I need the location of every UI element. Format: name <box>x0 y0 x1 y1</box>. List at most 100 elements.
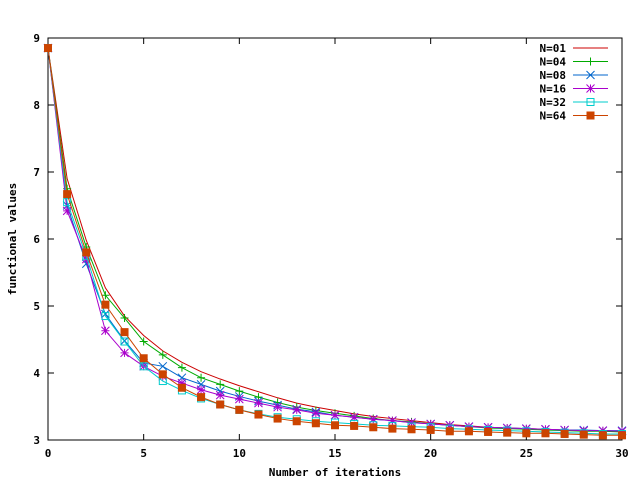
data-point <box>521 424 531 433</box>
data-point <box>120 328 129 337</box>
data-point <box>503 428 512 437</box>
data-point <box>368 414 378 424</box>
y-tick-label: 6 <box>33 233 40 246</box>
data-point <box>216 400 225 409</box>
legend-label: N=08 <box>540 69 567 82</box>
data-point <box>311 408 321 418</box>
legend-item: N=01 <box>540 42 608 55</box>
data-point <box>215 386 225 396</box>
data-point <box>158 361 168 371</box>
x-tick-label: 20 <box>424 447 437 460</box>
series-line <box>47 47 623 432</box>
data-point <box>369 423 378 432</box>
data-point <box>158 350 167 359</box>
data-point <box>101 309 110 319</box>
data-point <box>177 378 187 388</box>
series-line <box>47 47 622 432</box>
series-n-32 <box>44 44 626 438</box>
data-point <box>62 206 72 216</box>
y-tick-label: 3 <box>33 434 40 447</box>
data-point <box>445 427 454 436</box>
legend-item: N=08 <box>540 69 608 82</box>
data-point <box>215 390 225 400</box>
data-point <box>273 414 282 423</box>
x-tick-label: 10 <box>233 447 246 460</box>
data-point <box>484 427 493 436</box>
legend-label: N=01 <box>540 42 567 55</box>
data-point <box>598 431 607 440</box>
data-point <box>101 300 110 309</box>
legend-label: N=32 <box>540 96 567 109</box>
data-point <box>618 431 626 440</box>
data-point <box>331 421 339 430</box>
data-point <box>464 422 474 431</box>
x-tick-label: 0 <box>45 447 52 460</box>
data-point <box>197 373 206 382</box>
y-tick-label: 4 <box>33 367 40 380</box>
data-point <box>560 425 569 435</box>
x-tick-label: 15 <box>328 447 341 460</box>
data-point <box>617 426 627 436</box>
data-point <box>101 326 110 336</box>
y-tick-label: 5 <box>33 300 40 313</box>
legend-marker <box>586 84 595 93</box>
data-point <box>139 354 148 363</box>
data-point <box>254 398 263 408</box>
data-point <box>101 312 110 321</box>
legend-marker <box>586 98 595 106</box>
data-point <box>292 417 301 426</box>
data-point <box>388 424 397 433</box>
data-point <box>560 429 569 438</box>
legend-label: N=16 <box>540 83 567 96</box>
legend-item: N=32 <box>540 96 608 109</box>
data-point <box>579 426 589 435</box>
x-tick-label: 5 <box>140 447 147 460</box>
data-point <box>350 421 359 430</box>
data-point <box>216 380 225 389</box>
data-point <box>139 337 148 346</box>
series-line <box>47 47 622 435</box>
data-point <box>541 424 550 434</box>
data-point <box>120 348 129 358</box>
x-axis-label: Number of iterations <box>269 466 401 479</box>
series-line <box>47 47 622 436</box>
y-axis-label: functional values <box>6 183 19 296</box>
data-point <box>407 418 416 427</box>
data-point <box>197 393 206 402</box>
x-tick-label: 30 <box>615 447 628 460</box>
data-point <box>158 370 167 379</box>
legend-marker <box>586 70 595 80</box>
legend-item: N=04 <box>540 56 608 69</box>
data-point <box>196 385 206 395</box>
data-point <box>177 383 186 392</box>
legend-label: N=04 <box>540 56 567 69</box>
y-tick-label: 7 <box>33 166 40 179</box>
data-point <box>464 427 473 436</box>
data-point <box>63 190 72 199</box>
data-point <box>349 412 359 422</box>
data-point <box>273 402 282 412</box>
legend: N=01N=04N=08N=16N=32N=64 <box>540 42 608 123</box>
data-point <box>63 198 72 207</box>
data-point <box>292 405 302 415</box>
data-point <box>426 425 435 434</box>
data-point <box>330 410 340 420</box>
data-point <box>235 405 244 414</box>
legend-label: N=64 <box>540 110 567 123</box>
data-point <box>120 314 129 323</box>
data-point <box>483 422 493 432</box>
legend-marker <box>586 57 595 66</box>
legend-item: N=16 <box>540 83 608 96</box>
series-line <box>47 47 623 433</box>
series-n-01 <box>47 47 623 432</box>
data-point <box>502 423 512 433</box>
data-point <box>407 425 416 434</box>
series-line <box>47 47 623 432</box>
y-tick-label: 9 <box>33 32 40 45</box>
legend-marker <box>586 111 595 120</box>
data-point <box>235 387 244 396</box>
y-tick-label: 8 <box>33 99 40 112</box>
data-point <box>522 429 531 438</box>
legend-item: N=64 <box>540 110 608 123</box>
series-n-64 <box>44 44 626 440</box>
